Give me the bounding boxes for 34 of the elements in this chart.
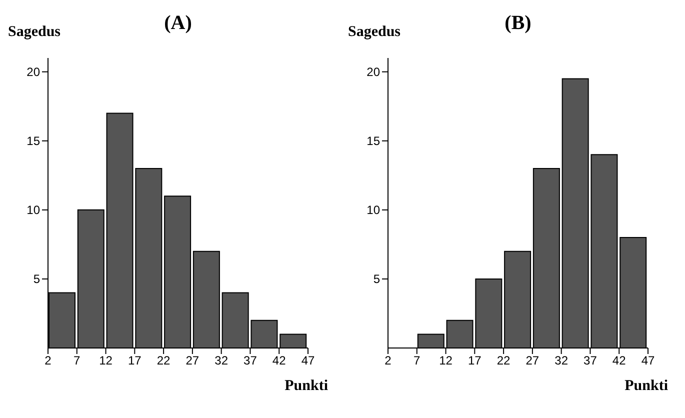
y-tick-label: 20 xyxy=(26,65,40,80)
x-tick-label: 22 xyxy=(156,354,171,368)
y-tick-label: 15 xyxy=(366,134,380,148)
x-tick-label: 2 xyxy=(44,354,52,368)
x-axis-title: Punkti xyxy=(624,378,668,395)
x-tick-label: 17 xyxy=(128,354,142,368)
x-tick-label: 37 xyxy=(244,354,258,368)
x-tick-label: 2 xyxy=(384,354,392,368)
x-tick-label: 22 xyxy=(496,354,511,368)
y-tick-label: 10 xyxy=(26,203,40,218)
x-tick-label: 42 xyxy=(612,354,626,368)
x-tick-label: 27 xyxy=(526,354,540,368)
x-tick-label: 47 xyxy=(641,354,655,368)
x-tick-label: 47 xyxy=(301,354,315,368)
x-tick-label: 27 xyxy=(186,354,200,368)
x-tick-label: 37 xyxy=(584,354,598,368)
x-tick-label: 32 xyxy=(554,354,568,368)
y-tick-label: 5 xyxy=(373,272,380,286)
y-axis-title: Sagedus xyxy=(348,24,401,41)
x-tick-label: 7 xyxy=(74,354,81,368)
x-tick-label: 32 xyxy=(214,354,228,368)
y-tick-label: 10 xyxy=(366,203,380,218)
y-tick-label: 20 xyxy=(366,65,380,80)
y-tick-label: 15 xyxy=(26,134,40,148)
x-tick-label: 7 xyxy=(414,354,421,368)
x-tick-label: 42 xyxy=(272,354,286,368)
x-tick-label: 12 xyxy=(439,354,453,368)
chart-title: (A) xyxy=(164,12,192,34)
y-tick-label: 5 xyxy=(33,272,40,286)
x-tick-label: 17 xyxy=(468,354,482,368)
x-axis-title: Punkti xyxy=(284,378,328,395)
y-axis-title: Sagedus xyxy=(8,24,61,41)
chart-title: (B) xyxy=(504,12,532,34)
x-tick-label: 12 xyxy=(99,354,113,368)
